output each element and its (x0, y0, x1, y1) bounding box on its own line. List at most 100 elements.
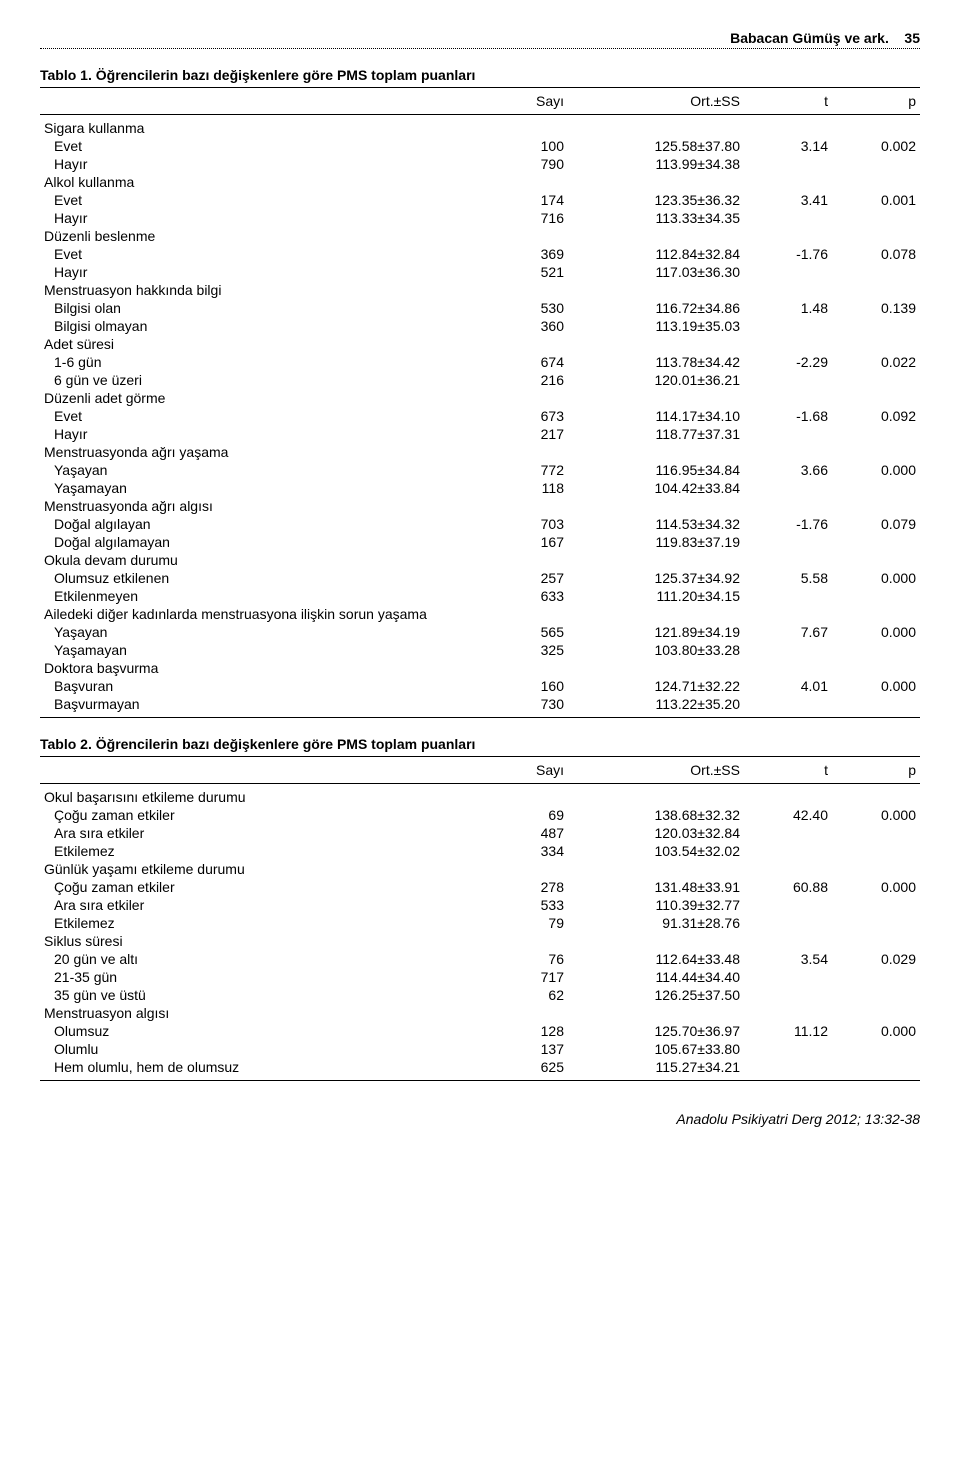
row-t (744, 263, 832, 281)
row-mean: 124.71±32.22 (568, 677, 744, 695)
row-n: 703 (480, 515, 568, 533)
table2-title: Tablo 2. Öğrencilerin bazı değişkenlere … (40, 736, 920, 752)
row-n: 674 (480, 353, 568, 371)
row-n: 62 (480, 986, 568, 1004)
row-t: 3.41 (744, 191, 832, 209)
group-header-row: Günlük yaşamı etkileme durumu (40, 860, 920, 878)
group-header-row: Düzenli beslenme (40, 227, 920, 245)
row-p (832, 155, 920, 173)
data-row: Ara sıra etkiler533110.39±32.77 (40, 896, 920, 914)
row-p (832, 587, 920, 605)
row-p: 0.079 (832, 515, 920, 533)
data-row: Çoğu zaman etkiler278131.48±33.9160.880.… (40, 878, 920, 896)
table1-rule-mid (40, 114, 920, 115)
row-p: 0.078 (832, 245, 920, 263)
running-head-text: Babacan Gümüş ve ark. (730, 30, 889, 46)
row-t (744, 1040, 832, 1058)
row-t (744, 1058, 832, 1076)
table1-body: Sigara kullanmaEvet100125.58±37.803.140.… (40, 119, 920, 713)
table1-col-t: t (744, 92, 832, 110)
data-row: Doğal algılamayan167119.83±37.19 (40, 533, 920, 551)
row-label: 1-6 gün (40, 353, 480, 371)
group-label: Adet süresi (40, 335, 480, 353)
row-p: 0.002 (832, 137, 920, 155)
row-n: 730 (480, 695, 568, 713)
data-row: 35 gün ve üstü62126.25±37.50 (40, 986, 920, 1004)
row-n: 716 (480, 209, 568, 227)
row-label: Başvurmayan (40, 695, 480, 713)
row-t: 4.01 (744, 677, 832, 695)
row-p: 0.000 (832, 569, 920, 587)
row-label: Etkilenmeyen (40, 587, 480, 605)
row-t (744, 968, 832, 986)
row-label: Olumsuz (40, 1022, 480, 1040)
row-label: Çoğu zaman etkiler (40, 806, 480, 824)
row-p: 0.022 (832, 353, 920, 371)
group-header-row: Okula devam durumu (40, 551, 920, 569)
row-mean: 113.33±34.35 (568, 209, 744, 227)
row-p (832, 641, 920, 659)
row-label: Hem olumlu, hem de olumsuz (40, 1058, 480, 1076)
row-n: 521 (480, 263, 568, 281)
row-mean: 119.83±37.19 (568, 533, 744, 551)
group-header-row: Okul başarısını etkileme durumu (40, 788, 920, 806)
group-label: Alkol kullanma (40, 173, 480, 191)
table1-title-prefix: Tablo 1. (40, 67, 92, 83)
row-mean: 138.68±32.32 (568, 806, 744, 824)
row-mean: 125.58±37.80 (568, 137, 744, 155)
row-p (832, 1040, 920, 1058)
row-p: 0.000 (832, 461, 920, 479)
row-p (832, 371, 920, 389)
data-row: 1-6 gün674113.78±34.42-2.290.022 (40, 353, 920, 371)
journal-footer: Anadolu Psikiyatri Derg 2012; 13:32-38 (40, 1111, 920, 1127)
row-t: 7.67 (744, 623, 832, 641)
group-header-row: Sigara kullanma (40, 119, 920, 137)
row-label: Evet (40, 191, 480, 209)
data-row: Doğal algılayan703114.53±34.32-1.760.079 (40, 515, 920, 533)
row-t (744, 587, 832, 605)
row-n: 174 (480, 191, 568, 209)
group-header-row: Adet süresi (40, 335, 920, 353)
row-n: 565 (480, 623, 568, 641)
row-mean: 112.64±33.48 (568, 950, 744, 968)
row-n: 69 (480, 806, 568, 824)
row-n: 100 (480, 137, 568, 155)
row-p: 0.092 (832, 407, 920, 425)
group-header-row: Menstruasyon algısı (40, 1004, 920, 1022)
row-n: 530 (480, 299, 568, 317)
row-p (832, 317, 920, 335)
group-header-row: Düzenli adet görme (40, 389, 920, 407)
row-n: 790 (480, 155, 568, 173)
row-t (744, 695, 832, 713)
row-label: Yaşamayan (40, 479, 480, 497)
row-t: 5.58 (744, 569, 832, 587)
row-label: Yaşayan (40, 623, 480, 641)
table2-rule-mid (40, 783, 920, 784)
data-row: Hayır521117.03±36.30 (40, 263, 920, 281)
row-t: -1.76 (744, 515, 832, 533)
group-header-row: Siklus süresi (40, 932, 920, 950)
row-t: 42.40 (744, 806, 832, 824)
data-row: Olumlu137105.67±33.80 (40, 1040, 920, 1058)
data-row: 20 gün ve altı76112.64±33.483.540.029 (40, 950, 920, 968)
table2-col-t: t (744, 761, 832, 779)
row-t (744, 155, 832, 173)
row-n: 216 (480, 371, 568, 389)
table2-rule-bottom (40, 1080, 920, 1081)
row-p (832, 1058, 920, 1076)
row-n: 137 (480, 1040, 568, 1058)
row-mean: 125.70±36.97 (568, 1022, 744, 1040)
group-header-row: Menstruasyonda ağrı yaşama (40, 443, 920, 461)
row-n: 160 (480, 677, 568, 695)
row-mean: 113.22±35.20 (568, 695, 744, 713)
row-t (744, 371, 832, 389)
row-label: Hayır (40, 155, 480, 173)
row-n: 334 (480, 842, 568, 860)
row-n: 217 (480, 425, 568, 443)
row-p (832, 263, 920, 281)
data-row: Bilgisi olmayan360113.19±35.03 (40, 317, 920, 335)
row-mean: 113.78±34.42 (568, 353, 744, 371)
data-row: Evet369112.84±32.84-1.760.078 (40, 245, 920, 263)
row-p: 0.000 (832, 806, 920, 824)
data-row: Hayır217118.77±37.31 (40, 425, 920, 443)
